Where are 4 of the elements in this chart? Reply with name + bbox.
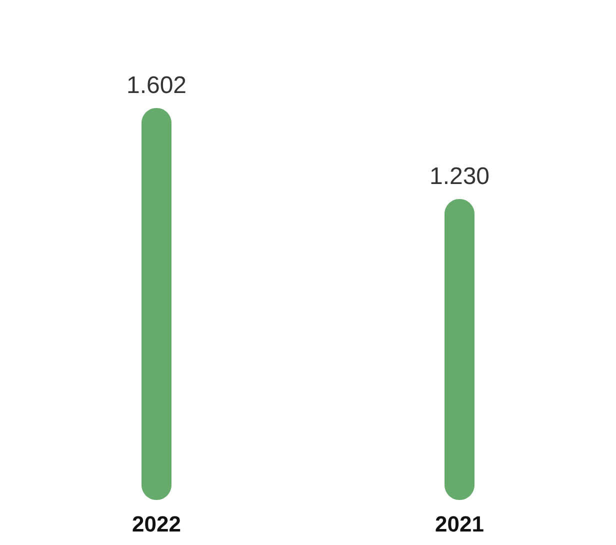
x-tick-label: 2022 — [132, 512, 181, 536]
data-label: 1.602 — [126, 72, 187, 99]
x-tick-label: 2021 — [435, 512, 484, 536]
data-label: 1.230 — [429, 163, 490, 190]
